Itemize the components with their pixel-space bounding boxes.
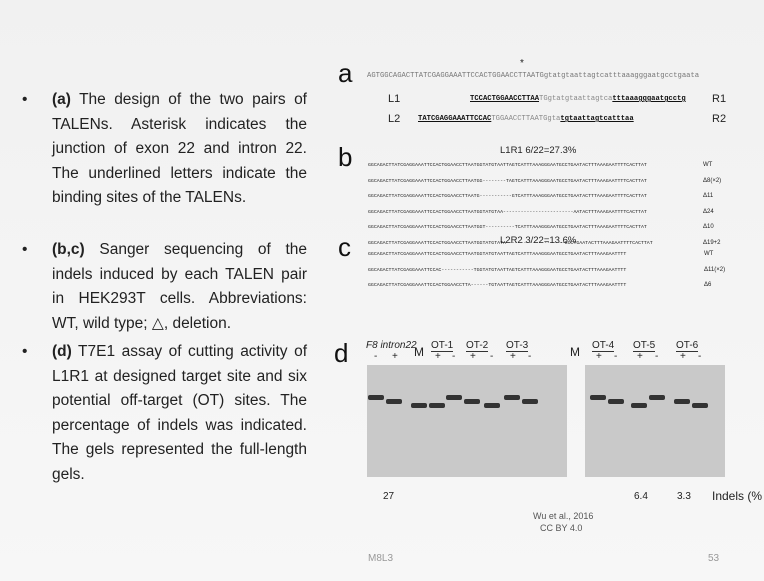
lane-sign: + — [435, 351, 441, 362]
gel-band — [464, 399, 480, 404]
sequence: GGCAGACTTATCGAGGAAATTCCACTGGAACCTTAATGGT… — [368, 252, 626, 257]
footer-left: M8L3 — [368, 553, 393, 564]
lane-sign: - — [374, 351, 377, 362]
lane-sign: + — [392, 351, 398, 362]
indel-value: 3.3 — [677, 491, 691, 502]
gel-band — [386, 399, 402, 404]
bullet: •(a) The design of the two pairs of TALE… — [22, 88, 307, 211]
gel-band — [504, 395, 520, 400]
lane-sign: - — [490, 351, 493, 362]
lane-sign: + — [637, 351, 643, 362]
gel-image — [585, 365, 725, 477]
talen-name: L1 — [388, 93, 400, 105]
talen-name: R1 — [712, 93, 726, 105]
seq-segment: tttaaagggaatgcctg — [612, 95, 685, 103]
lane-sign: + — [596, 351, 602, 362]
lane-sign: - — [614, 351, 617, 362]
indel-value: 6.4 — [634, 491, 648, 502]
panel-label: c — [338, 232, 351, 263]
gel-target: F8 intron22 — [366, 340, 417, 351]
marker-label: M — [570, 345, 580, 359]
indels-label: Indels (% — [712, 489, 762, 503]
genotype: Δ6 — [704, 282, 711, 288]
sequence: GGCAGACTTATCGAGGAAATTCCACTGGAACCTTAATGGT… — [368, 163, 647, 168]
talen-seq: TCCACTGGAACCTTAATGgtatgtaattagtcatttaaag… — [470, 95, 686, 103]
gel-band — [674, 399, 690, 404]
panel-title: L2R2 3/22=13.6% — [500, 235, 576, 246]
seq-segment: TGgtatgtaattagtca — [539, 95, 612, 103]
bullet-label: (d) — [52, 343, 72, 360]
bullet-text: Sanger sequencing of the indels induced … — [52, 241, 307, 332]
panel-label: b — [338, 142, 352, 173]
gel-band — [522, 399, 538, 404]
talen-name: R2 — [712, 113, 726, 125]
lane-sign: + — [470, 351, 476, 362]
bullet-text: T7E1 assay of cutting activity of L1R1 a… — [52, 343, 307, 483]
gel-band — [411, 403, 427, 408]
genotype: Δ10 — [703, 224, 714, 230]
panel-title: L1R1 6/22=27.3% — [500, 145, 576, 156]
bullet: •(b,c) Sanger sequencing of the indels i… — [22, 238, 307, 336]
sequence: GGCAGACTTATCGAGGAAATTCCACTGGAACCTTAATGGT… — [368, 225, 647, 230]
seq-segment: TATCGAGGAAATTCCAC — [418, 115, 491, 123]
lane-sign: - — [698, 351, 701, 362]
lane-sign: - — [655, 351, 658, 362]
citation: Wu et al., 2016 — [533, 511, 593, 521]
seq-segment: TGGAACCTTAATGgta — [491, 115, 560, 123]
sequence: GGCAGACTTATCGAGGAAATTCCACTGGAACCTTAATGG-… — [368, 179, 647, 184]
gel-band — [649, 395, 665, 400]
gel-image — [367, 365, 567, 477]
page-number: 53 — [708, 553, 719, 564]
bullet-text: The design of the two pairs of TALENs. A… — [52, 91, 307, 206]
genotype: Δ19+2 — [703, 240, 721, 246]
genotype: Δ11(×2) — [704, 267, 725, 273]
gel-band — [429, 403, 445, 408]
sequence: GGCAGACTTATCGAGGAAATTCCAC-----------TGGT… — [368, 268, 626, 273]
gel-band — [484, 403, 500, 408]
sequence: GGCAGACTTATCGAGGAAATTCCACTGGAACCTTA-----… — [368, 283, 626, 288]
bullet-label: (b,c) — [52, 241, 85, 258]
indel-value: 27 — [383, 491, 394, 502]
genotype: Δ11 — [703, 193, 713, 199]
marker-label: M — [414, 345, 424, 359]
gel-band — [368, 395, 384, 400]
lane-sign: + — [510, 351, 516, 362]
reference-seq: AGTGGCAGACTTATCGAGGAAATTCCACTGGAACCTTAAT… — [367, 72, 699, 80]
lane-sign: - — [452, 351, 455, 362]
citation: CC BY 4.0 — [540, 523, 582, 533]
seq-segment: TCCACTGGAACCTTAA — [470, 95, 539, 103]
panel-label: a — [338, 58, 352, 89]
gel-band — [590, 395, 606, 400]
gel-band — [692, 403, 708, 408]
genotype: WT — [704, 251, 713, 257]
slide: •(a) The design of the two pairs of TALE… — [0, 0, 764, 581]
bullet: •(d) T7E1 assay of cutting activity of L… — [22, 340, 307, 487]
gel-band — [631, 403, 647, 408]
lane-sign: + — [680, 351, 686, 362]
gel-band — [446, 395, 462, 400]
seq-segment: tgtaattagtcatttaa — [560, 115, 633, 123]
gel-band — [608, 399, 624, 404]
talen-name: L2 — [388, 113, 400, 125]
bullet-label: (a) — [52, 91, 71, 108]
sequence: GGCAGACTTATCGAGGAAATTCCACTGGAACCTTAATGGT… — [368, 210, 647, 215]
asterisk: * — [520, 58, 524, 69]
sequence: GGCAGACTTATCGAGGAAATTCCACTGGAACCTTAATG--… — [368, 194, 647, 199]
panel-label: d — [334, 338, 348, 369]
genotype: WT — [703, 162, 712, 168]
genotype: Δ8(×2) — [703, 178, 721, 184]
genotype: Δ24 — [703, 209, 714, 215]
talen-seq: TATCGAGGAAATTCCACTGGAACCTTAATGgtatgtaatt… — [418, 115, 634, 123]
lane-sign: - — [528, 351, 531, 362]
